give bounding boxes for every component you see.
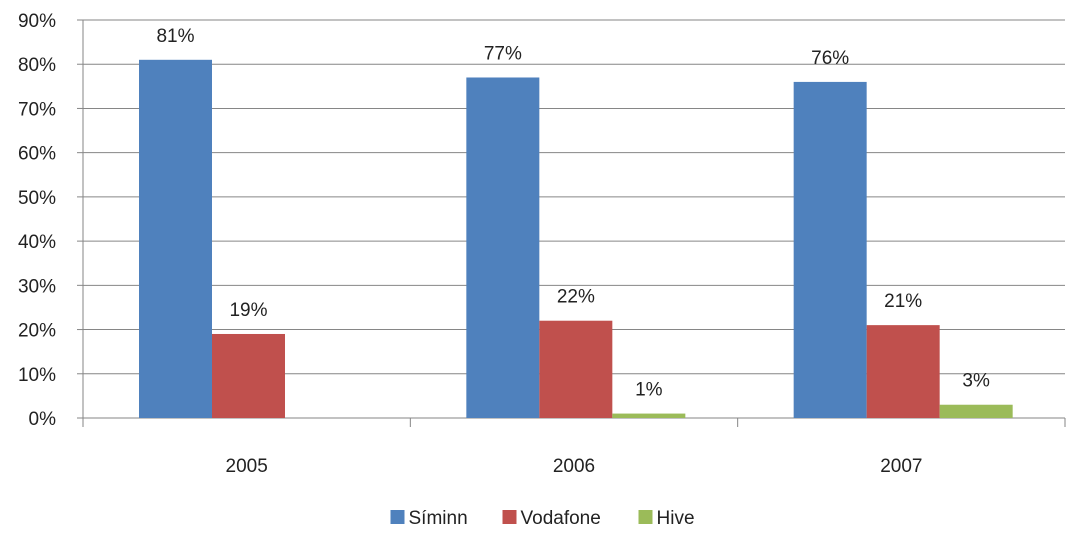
bar-vodafone-2006 xyxy=(539,320,613,418)
data-labels: 81% 77% 76% 19% 22% 21% 1% 3% xyxy=(156,26,990,401)
y-tick-label: 80% xyxy=(18,55,56,76)
bar-s-minn-2006 xyxy=(466,77,540,418)
bars xyxy=(139,59,1013,419)
data-label: 1% xyxy=(635,380,663,401)
bar-vodafone-2005 xyxy=(212,333,285,418)
x-tick-label: 2005 xyxy=(226,456,268,477)
data-label: 3% xyxy=(962,371,990,392)
y-tick-label: 70% xyxy=(18,99,56,120)
legend-label: Vodafone xyxy=(521,508,601,529)
bar-s-minn-2005 xyxy=(139,59,212,419)
y-tick-label: 0% xyxy=(29,409,57,430)
bar-hive-2007 xyxy=(939,404,1013,418)
legend-label: Hive xyxy=(657,508,695,529)
y-tick-label: 10% xyxy=(18,365,56,386)
data-label: 76% xyxy=(811,48,849,69)
y-tick-label: 90% xyxy=(18,11,56,32)
data-label: 81% xyxy=(156,26,194,47)
legend: Síminn Vodafone Hive xyxy=(390,508,695,529)
x-tick-label: 2006 xyxy=(553,456,595,477)
bar-hive-2006 xyxy=(612,413,686,418)
legend-swatch xyxy=(638,510,653,524)
y-tick-label: 60% xyxy=(18,144,56,165)
data-label: 21% xyxy=(884,291,922,312)
gridlines xyxy=(83,19,1065,375)
legend-swatch xyxy=(502,510,517,524)
legend-label: Síminn xyxy=(409,508,468,529)
data-label: 19% xyxy=(229,300,267,321)
data-label: 77% xyxy=(484,43,522,64)
legend-swatch xyxy=(390,510,405,524)
y-tick-label: 40% xyxy=(18,232,56,253)
bar-vodafone-2007 xyxy=(866,325,940,418)
y-tick-label: 50% xyxy=(18,188,56,209)
axes: 0% 10% 20% 30% 40% 50% 60% 70% 80% 90% 2005 2006 200… xyxy=(18,11,1066,477)
x-tick-label: 2007 xyxy=(880,456,922,477)
y-tick-label: 30% xyxy=(18,276,56,297)
y-tick-label: 20% xyxy=(18,321,56,342)
bar-s-minn-2007 xyxy=(793,81,867,419)
data-label: 22% xyxy=(557,287,595,308)
